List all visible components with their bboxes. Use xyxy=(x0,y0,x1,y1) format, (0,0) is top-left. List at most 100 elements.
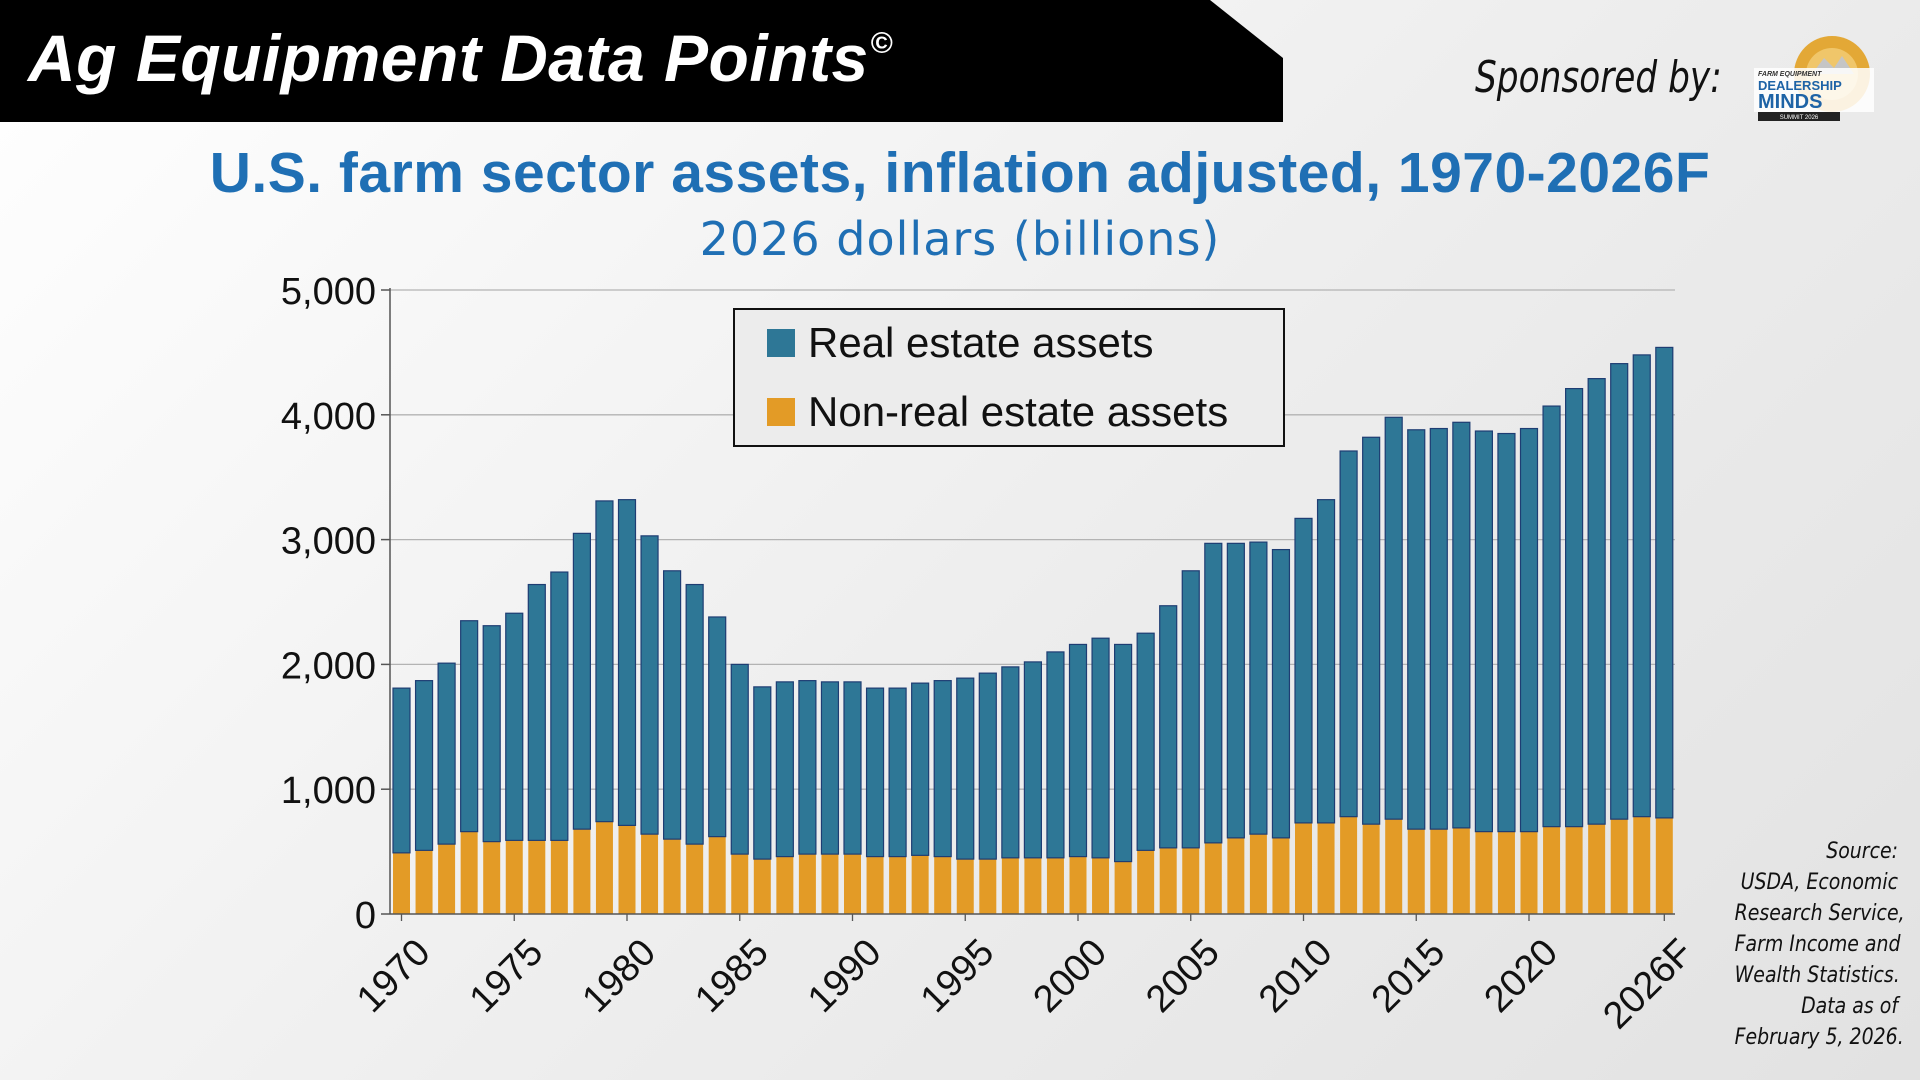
logo-line2: DEALERSHIP xyxy=(1758,78,1842,93)
x-tick-label: 1970 xyxy=(349,931,438,1020)
bar-non-real-estate xyxy=(1430,829,1448,914)
bar-real-estate xyxy=(1091,637,1110,859)
bar-non-real-estate xyxy=(1137,850,1155,914)
bar-non-real-estate xyxy=(1497,831,1515,914)
copyright-mark: © xyxy=(870,27,894,60)
y-tick-label: 5,000 xyxy=(281,271,376,313)
y-tick-label: 4,000 xyxy=(281,396,376,438)
bar-non-real-estate xyxy=(686,844,704,914)
bar-real-estate xyxy=(1407,429,1426,830)
bar-real-estate xyxy=(437,662,456,845)
bar-non-real-estate xyxy=(595,821,613,914)
bar-real-estate xyxy=(1497,432,1516,833)
bar-non-real-estate xyxy=(1024,857,1042,914)
bar-non-real-estate xyxy=(393,852,410,914)
bar-non-real-estate xyxy=(911,855,929,914)
bar-non-real-estate xyxy=(415,850,433,914)
bar-real-estate xyxy=(1226,542,1245,839)
chart-subtitle: 2026 dollars (billions) xyxy=(699,212,1221,266)
bar-non-real-estate xyxy=(1046,857,1064,914)
x-tick-label: 1985 xyxy=(687,931,776,1020)
bar-real-estate xyxy=(1519,427,1539,833)
source-line: February 5, 2026. xyxy=(1734,1025,1904,1050)
bar-real-estate xyxy=(685,583,704,845)
bar-real-estate xyxy=(956,677,975,860)
bar-real-estate xyxy=(550,571,569,841)
bar-real-estate xyxy=(1068,643,1088,858)
bar-non-real-estate xyxy=(1588,824,1606,914)
bar-real-estate xyxy=(1610,363,1629,820)
bar-non-real-estate xyxy=(1633,816,1651,914)
bar-non-real-estate xyxy=(1407,829,1425,914)
source-line: Farm Income and xyxy=(1734,932,1901,957)
bar-non-real-estate xyxy=(1655,817,1673,914)
bar-non-real-estate xyxy=(1317,822,1335,914)
bar-non-real-estate xyxy=(1362,824,1380,914)
y-tick-label: 3,000 xyxy=(281,521,376,563)
bar-non-real-estate xyxy=(505,840,523,914)
bars xyxy=(392,346,1674,914)
bar-non-real-estate xyxy=(1069,856,1087,914)
logo-line4: SUMMIT 2026 xyxy=(1780,115,1819,121)
legend: Real estate assets Non-real estate assets xyxy=(733,308,1285,447)
legend-swatch xyxy=(767,329,795,357)
bar-real-estate xyxy=(1181,570,1200,849)
bar-non-real-estate xyxy=(844,854,861,914)
bar-real-estate xyxy=(1204,542,1223,844)
bar-non-real-estate xyxy=(528,840,546,914)
bar-non-real-estate xyxy=(550,840,568,914)
bar-real-estate xyxy=(617,499,637,826)
bar-real-estate xyxy=(392,687,411,854)
bar-non-real-estate xyxy=(866,856,884,914)
bar-real-estate xyxy=(1542,405,1561,828)
bar-real-estate xyxy=(1136,632,1155,851)
bar-real-estate xyxy=(888,687,907,858)
source-line: USDA, Economic xyxy=(1740,870,1898,895)
bar-real-estate xyxy=(775,681,794,858)
bar-real-estate xyxy=(1362,436,1381,825)
bar-non-real-estate xyxy=(798,854,816,914)
bar-non-real-estate xyxy=(1520,831,1538,914)
x-tick-label: 1995 xyxy=(913,931,1002,1020)
bar-non-real-estate xyxy=(1249,834,1267,914)
bar-non-real-estate xyxy=(1159,847,1177,914)
bar-non-real-estate xyxy=(979,859,997,914)
bar-real-estate xyxy=(1429,427,1448,830)
bar-non-real-estate xyxy=(1114,861,1132,914)
legend-swatch xyxy=(767,398,795,426)
logo-line3: MINDS xyxy=(1758,91,1822,113)
y-tick-label: 2,000 xyxy=(281,645,376,687)
bar-real-estate xyxy=(595,500,614,823)
bar-real-estate xyxy=(1271,548,1291,839)
bar-real-estate xyxy=(1564,387,1584,828)
y-tick-label: 1,000 xyxy=(281,770,376,812)
x-tick-label: 1990 xyxy=(800,931,889,1020)
bar-non-real-estate xyxy=(753,859,771,914)
bar-real-estate xyxy=(708,616,727,838)
source-line: Source: xyxy=(1826,839,1898,864)
bar-real-estate xyxy=(1294,517,1313,824)
bar-non-real-estate xyxy=(821,854,839,914)
bar-real-estate xyxy=(1046,651,1065,859)
bar-real-estate xyxy=(1384,416,1403,820)
bar-non-real-estate xyxy=(573,829,591,914)
banner-title: Ag Equipment Data Points© xyxy=(28,21,894,95)
bar-real-estate xyxy=(730,663,749,855)
x-tick-label: 2005 xyxy=(1138,931,1227,1020)
bar-non-real-estate xyxy=(934,856,952,914)
x-tick-labels: 1970 1975 1980 1985 1990 1995 2000 2005 2010 2015… xyxy=(349,931,1701,1037)
bar-real-estate xyxy=(662,570,682,840)
x-tick-label: 2000 xyxy=(1026,931,1115,1020)
bar-real-estate xyxy=(1587,378,1606,825)
x-tick-label: 1975 xyxy=(462,931,551,1020)
bar-non-real-estate xyxy=(1272,837,1290,914)
axes xyxy=(389,288,1675,921)
bar-real-estate xyxy=(640,535,659,835)
bar-real-estate xyxy=(1339,450,1358,818)
source-note: Source: USDA, Economic Research Service, Fa… xyxy=(1734,836,1905,1053)
bar-real-estate xyxy=(1452,421,1471,829)
bar-real-estate xyxy=(865,687,885,858)
bar-non-real-estate xyxy=(1543,826,1561,914)
x-tick-label: 1980 xyxy=(575,931,664,1020)
bar-real-estate xyxy=(933,680,952,858)
